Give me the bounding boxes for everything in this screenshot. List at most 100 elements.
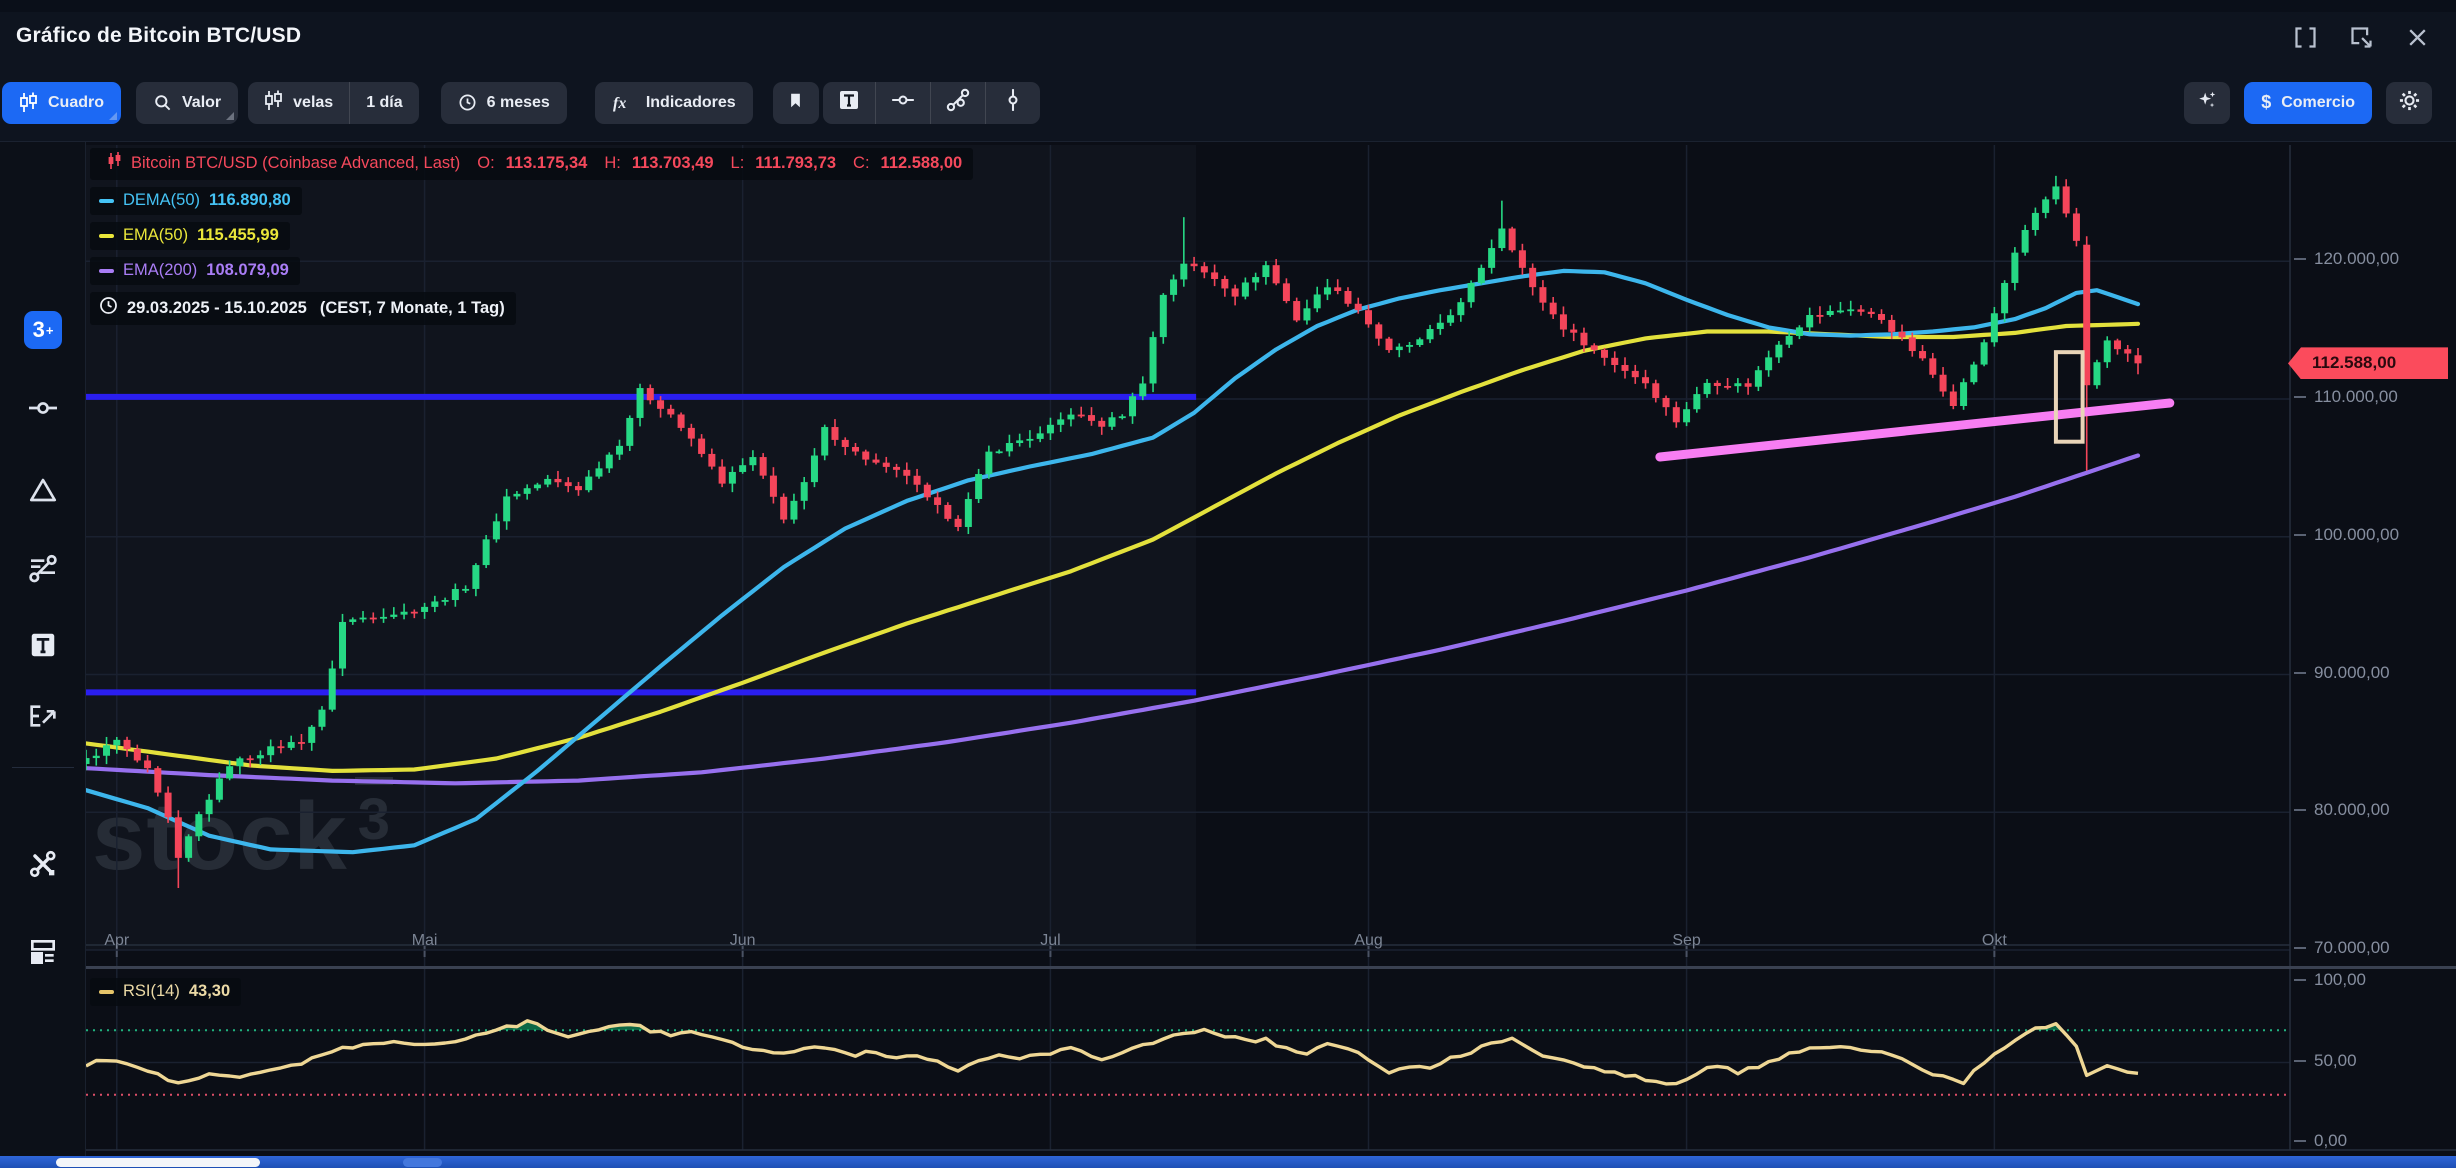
- rsi-legend-row[interactable]: RSI(14) 43,30: [90, 978, 241, 1006]
- rsi-label: RSI(14): [123, 982, 180, 1001]
- panel-divider[interactable]: [86, 966, 2456, 969]
- date-range: 29.03.2025 - 15.10.2025: [127, 299, 307, 318]
- time-scrollbar[interactable]: [0, 1156, 2456, 1168]
- tools-icon[interactable]: [23, 844, 63, 884]
- text-tool-icon: [837, 88, 861, 117]
- legend-high-value: 113.703,49: [632, 154, 714, 173]
- settings-button[interactable]: [2386, 82, 2432, 124]
- rsi-value: 43,30: [189, 982, 230, 1001]
- trade-label: Comercio: [2281, 94, 2355, 112]
- horizontal-line-tool-icon[interactable]: [23, 388, 63, 428]
- ema50-label: EMA(50): [123, 226, 188, 245]
- legend-ema50-row[interactable]: EMA(50) 115.455,99: [90, 222, 290, 250]
- legend-high-label: H:: [604, 154, 621, 173]
- price-tick-label: 80.000,00: [2294, 800, 2390, 820]
- scrollbar-thumb[interactable]: [56, 1158, 260, 1167]
- range-button[interactable]: 6 meses: [441, 82, 567, 124]
- legend-open-value: 113.175,34: [506, 154, 588, 173]
- candle-style-label: velas: [293, 94, 333, 112]
- candlestick-icon: [264, 90, 283, 116]
- month-label: Apr: [104, 932, 129, 950]
- legend-dema50-row[interactable]: DEMA(50) 116.890,80: [90, 187, 302, 215]
- sidebar-divider: [12, 767, 74, 768]
- search-icon: [153, 93, 172, 112]
- price-tick-label: 90.000,00: [2294, 663, 2390, 683]
- trendline-icon: [945, 87, 971, 118]
- candlestick-icon: [19, 92, 38, 113]
- horizontal-line-tool-button[interactable]: [875, 82, 930, 124]
- rsi-tick-label: 50,00: [2294, 1051, 2357, 1071]
- trendline-tool-button[interactable]: [930, 82, 985, 124]
- interval-button[interactable]: 1 día: [349, 82, 418, 124]
- legend-close-value: 112.588,00: [881, 154, 963, 173]
- rsi-tick-label: 0,00: [2294, 1131, 2347, 1151]
- close-icon[interactable]: [2402, 22, 2432, 52]
- chart-window: stock3 Bitcoin BTC/USD (Coinbase Advance…: [0, 0, 2456, 1168]
- legend-low-value: 111.793,73: [755, 154, 836, 173]
- elliott-wave-tool-icon[interactable]: [23, 696, 63, 736]
- vertical-line-icon: [1000, 87, 1026, 118]
- vertical-line-tool-button[interactable]: [985, 82, 1040, 124]
- dollar-icon: $: [2261, 92, 2271, 113]
- sparkles-icon: [2196, 89, 2218, 116]
- ema200-value: 108.079,09: [206, 261, 289, 280]
- text-tool-button[interactable]: [823, 82, 875, 124]
- drawing-toolbar: 3+: [0, 142, 86, 1156]
- window-top-strip: [0, 0, 2456, 12]
- clock-icon: [99, 296, 118, 320]
- dema50-color-dash: [99, 199, 114, 203]
- style-interval-group: velas 1 día: [248, 82, 419, 124]
- month-label: Okt: [1982, 932, 2007, 950]
- bookmark-button[interactable]: [773, 82, 819, 124]
- fullscreen-icon[interactable]: [2290, 22, 2320, 52]
- page-title: Gráfico de Bitcoin BTC/USD: [16, 24, 301, 48]
- price-tick-label: 120.000,00: [2294, 249, 2399, 269]
- layout-icon[interactable]: [23, 932, 63, 972]
- price-tick-label: 110.000,00: [2294, 387, 2398, 407]
- legend-ema200-row[interactable]: EMA(200) 108.079,09: [90, 257, 300, 285]
- month-label: Mai: [412, 932, 438, 950]
- ai-assistant-button[interactable]: [2184, 82, 2230, 124]
- rsi-color-dash: [99, 990, 114, 994]
- last-price-tag: 112.588,00: [2288, 347, 2448, 379]
- month-label: Aug: [1354, 932, 1382, 950]
- chart-type-label: Cuadro: [48, 94, 104, 112]
- ema200-label: EMA(200): [123, 261, 197, 280]
- month-label: Sep: [1672, 932, 1700, 950]
- toolbar: Cuadro Valor velas 1 día: [0, 64, 2456, 142]
- horizontal-line-icon: [890, 87, 916, 118]
- range-label: 6 meses: [487, 94, 550, 112]
- indicators-button[interactable]: fx Indicadores: [595, 82, 753, 124]
- text-tool-icon[interactable]: [23, 625, 63, 665]
- gear-icon: [2398, 89, 2421, 117]
- dema50-label: DEMA(50): [123, 191, 200, 210]
- month-label: Jun: [730, 932, 756, 950]
- price-tick-label: 100.000,00: [2294, 525, 2399, 545]
- stock3-logo[interactable]: 3+: [23, 310, 63, 350]
- ema200-color-dash: [99, 269, 114, 273]
- interval-label: 1 día: [366, 94, 402, 112]
- month-label: Jul: [1040, 932, 1060, 950]
- symbol-search-label: Valor: [182, 94, 221, 112]
- candle-style-button[interactable]: velas: [248, 82, 349, 124]
- legend-close-label: C:: [853, 154, 870, 173]
- pattern-tool-icon[interactable]: [23, 548, 63, 588]
- legend-symbol-row[interactable]: Bitcoin BTC/USD (Coinbase Advanced, Last…: [90, 148, 973, 180]
- legend: Bitcoin BTC/USD (Coinbase Advanced, Last…: [90, 148, 973, 325]
- triangle-tool-icon[interactable]: [23, 470, 63, 510]
- indicators-label: Indicadores: [646, 94, 736, 112]
- scrollbar-handle[interactable]: [403, 1158, 442, 1167]
- ema50-value: 115.455,99: [197, 226, 279, 245]
- legend-low-label: L:: [731, 154, 745, 173]
- trade-button[interactable]: $ Comercio: [2244, 82, 2372, 124]
- legend-open-label: O:: [477, 154, 494, 173]
- legend-symbol: Bitcoin BTC/USD (Coinbase Advanced, Last…: [131, 154, 460, 173]
- fx-icon: fx: [612, 93, 636, 112]
- symbol-search-button[interactable]: Valor: [136, 82, 238, 124]
- ema50-color-dash: [99, 234, 114, 238]
- chart-type-button[interactable]: Cuadro: [2, 82, 121, 124]
- drawing-tools-group: [823, 82, 1040, 124]
- price-tick-label: 70.000,00: [2294, 938, 2390, 958]
- popout-icon[interactable]: [2346, 22, 2376, 52]
- legend-date-range-row[interactable]: 29.03.2025 - 15.10.2025 (CEST, 7 Monate,…: [90, 292, 516, 325]
